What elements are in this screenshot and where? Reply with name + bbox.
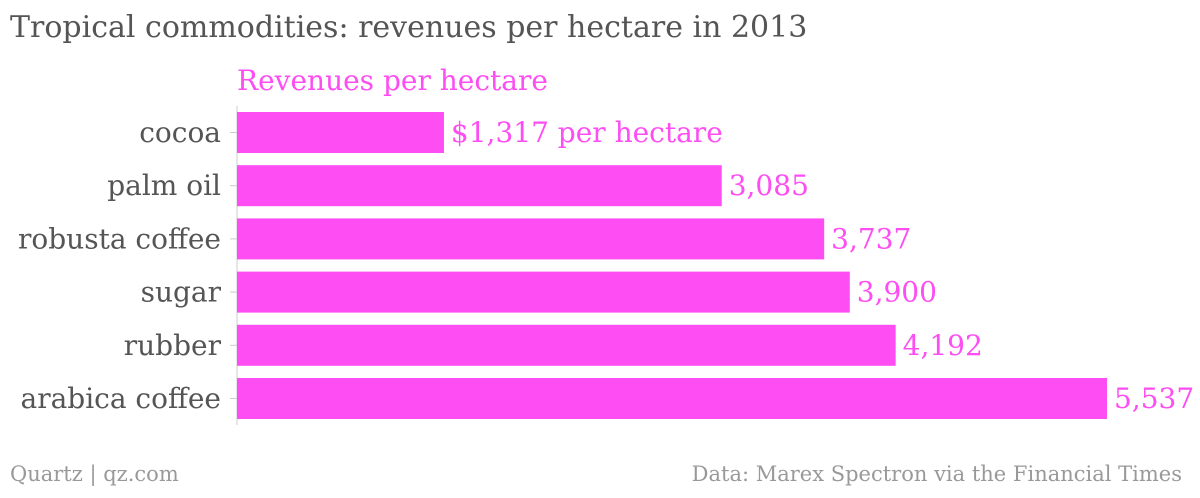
value-label: 3,085: [729, 169, 809, 202]
chart-title: Tropical commodities: revenues per hecta…: [10, 10, 808, 45]
category-label: rubber: [124, 329, 222, 362]
category-label: robusta coffee: [18, 222, 221, 255]
footer-credit: Quartz | qz.com: [10, 462, 179, 486]
bar: [237, 112, 444, 153]
category-label: cocoa: [139, 116, 221, 149]
bar: [237, 218, 825, 260]
value-label: 3,737: [831, 222, 911, 255]
footer-source: Data: Marex Spectron via the Financial T…: [691, 462, 1182, 486]
value-label: 5,537: [1114, 382, 1194, 415]
value-label: 3,900: [857, 276, 937, 309]
category-label: sugar: [141, 276, 222, 309]
series-label: Revenues per hectare: [237, 64, 548, 97]
bar: [237, 324, 896, 366]
value-label: 4,192: [903, 329, 983, 362]
category-label: palm oil: [107, 169, 221, 202]
bar: [237, 378, 1107, 419]
bar: [237, 271, 850, 313]
category-label: arabica coffee: [21, 382, 222, 415]
value-label: $1,317 per hectare: [451, 116, 723, 149]
bar: [237, 165, 722, 207]
